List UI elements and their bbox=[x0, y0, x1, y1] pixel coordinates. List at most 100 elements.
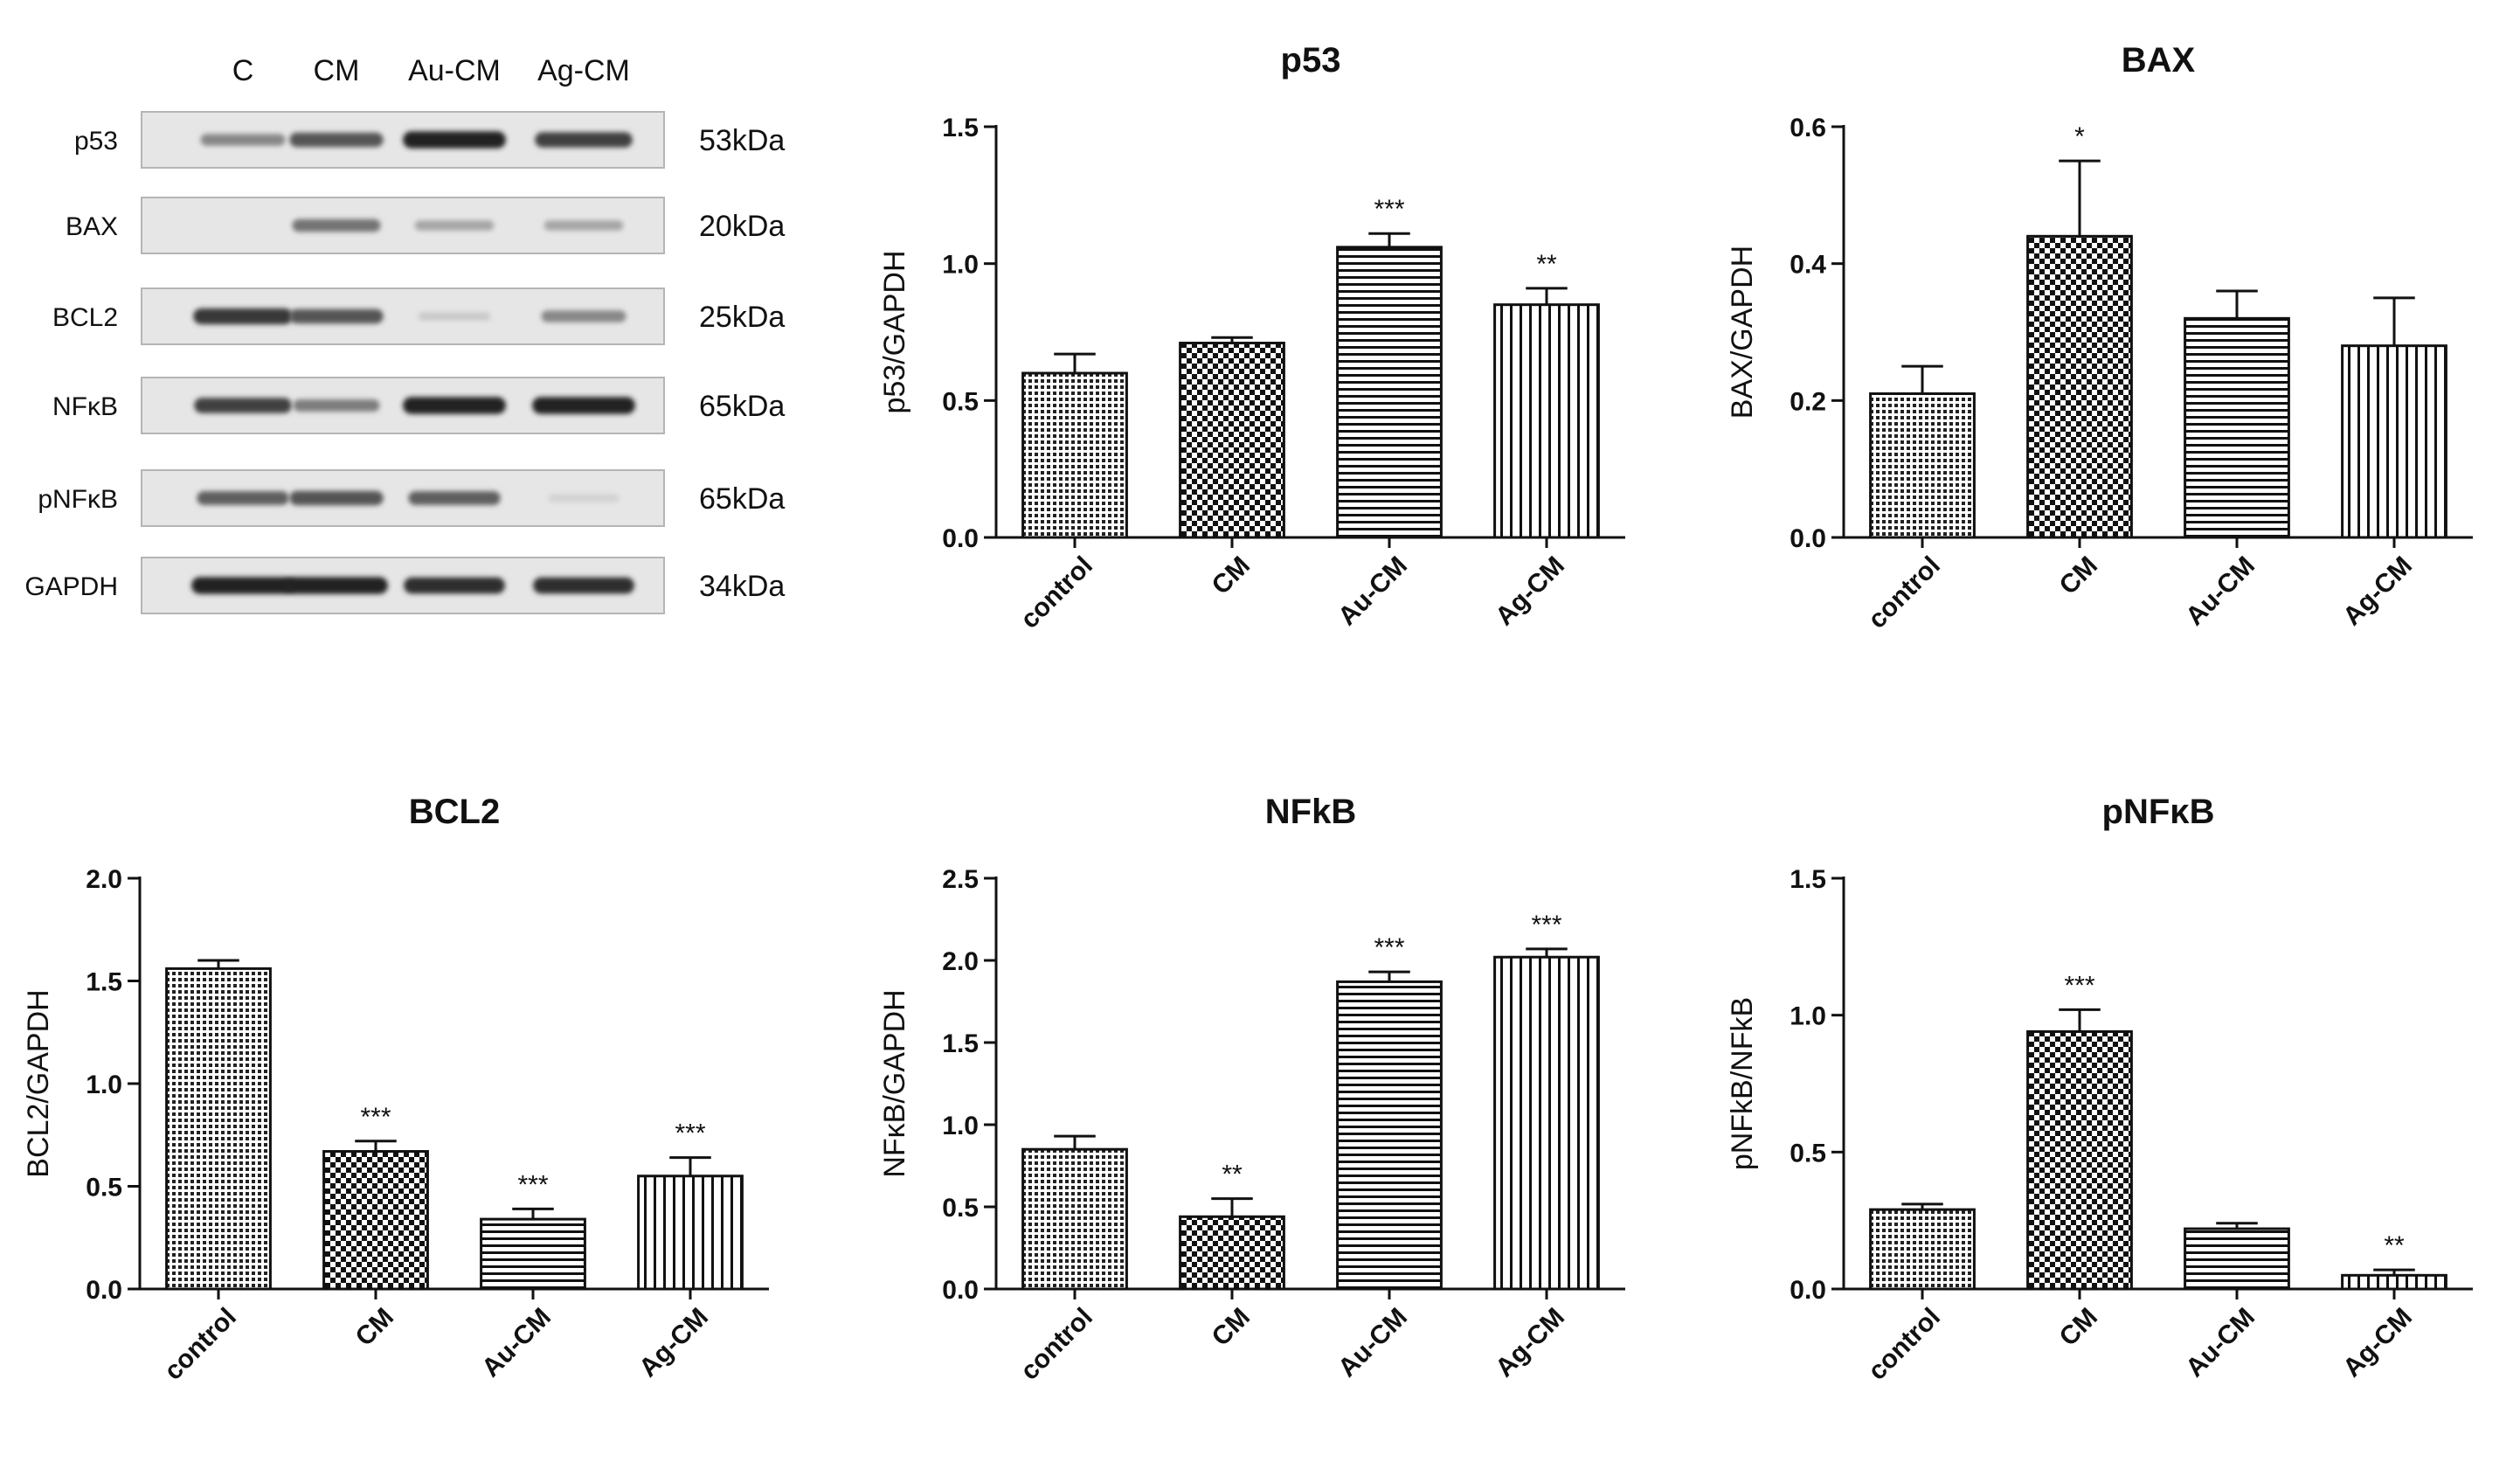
bar-control bbox=[1869, 1208, 1976, 1291]
band-bcl2-cm bbox=[289, 308, 384, 324]
bar-cm bbox=[1179, 1215, 1285, 1291]
band-nf-b-cm bbox=[293, 399, 380, 412]
bar-au-cm bbox=[480, 1217, 586, 1291]
x-tick-label-au-cm: Au-CM bbox=[2180, 551, 2260, 632]
chart-title: p53 bbox=[1281, 41, 1341, 80]
band-p53-au-cm bbox=[403, 131, 506, 149]
x-tick-label-cm: CM bbox=[2054, 551, 2103, 600]
y-tick-label: 2.0 bbox=[942, 947, 979, 976]
bcl2-bar-chart: BCL2 BCL2/GAPDH 0.0 0.5 1.0 1.5 2.0 control *** C… bbox=[22, 793, 769, 1386]
significance-label-cm: *** bbox=[360, 1103, 391, 1132]
x-tick-label-au-cm: Au-CM bbox=[2180, 1303, 2260, 1383]
band-nf-b-ag-cm bbox=[532, 397, 635, 414]
x-tick-label-cm: CM bbox=[1207, 1303, 1256, 1352]
y-tick-label: 1.5 bbox=[1790, 865, 1826, 894]
x-tick-label-control: control bbox=[1015, 1303, 1098, 1386]
size-label-gapdh: 34kDa bbox=[699, 570, 785, 603]
band-p53-cm bbox=[289, 132, 384, 148]
y-axis-label: BAX/GAPDH bbox=[1726, 246, 1759, 419]
band-gapdh-c bbox=[191, 577, 294, 594]
size-label-nf-b: 65kDa bbox=[699, 390, 785, 423]
protein-label-pnf-b: pNFκB bbox=[38, 485, 118, 514]
y-axis-label: pNFkB/NFkB bbox=[1726, 997, 1759, 1170]
bar-control bbox=[1021, 371, 1128, 539]
bar-ag-cm bbox=[2341, 1273, 2447, 1291]
bar-control bbox=[165, 967, 272, 1291]
lane-label-c: C bbox=[232, 54, 254, 87]
significance-label-au-cm: *** bbox=[1374, 195, 1404, 224]
size-label-pnf-b: 65kDa bbox=[699, 482, 785, 516]
y-tick-label: 1.5 bbox=[942, 114, 979, 142]
band-bcl2-c bbox=[193, 308, 293, 325]
protein-label-bax: BAX bbox=[66, 212, 118, 241]
protein-label-p53: p53 bbox=[74, 127, 118, 156]
significance-label-cm: ** bbox=[1222, 1161, 1243, 1189]
band-bax-ag-cm bbox=[543, 220, 624, 231]
band-pnf-b-ag-cm bbox=[548, 494, 620, 502]
band-pnf-b-cm bbox=[289, 490, 384, 506]
bar-cm bbox=[1179, 342, 1285, 539]
band-pnf-b-c bbox=[197, 491, 289, 505]
significance-label-au-cm: *** bbox=[1374, 933, 1404, 962]
bar-ag-cm bbox=[2341, 344, 2447, 539]
lane-label-ag-cm: Ag-CM bbox=[537, 54, 630, 87]
x-tick-label-control: control bbox=[1863, 551, 1946, 634]
p53-bar-chart: p53 p53/GAPDH 0.0 0.5 1.0 1.5 control CM *** Au-C… bbox=[878, 41, 1625, 634]
y-axis-label: BCL2/GAPDH bbox=[22, 989, 55, 1177]
y-tick-label: 0.5 bbox=[86, 1174, 122, 1202]
bax-bar-chart: BAX BAX/GAPDH 0.0 0.2 0.4 0.6 control * CM Au-CM A… bbox=[1726, 41, 2473, 634]
band-gapdh-au-cm bbox=[404, 577, 505, 594]
band-nf-b-c bbox=[194, 398, 292, 413]
bar-au-cm bbox=[1336, 980, 1443, 1291]
significance-label-ag-cm: ** bbox=[1536, 250, 1557, 279]
y-tick-label: 0.0 bbox=[1790, 524, 1826, 553]
y-tick-label: 0.5 bbox=[1790, 1139, 1826, 1168]
nfkb-bar-chart: NFkB NFκB/GAPDH 0.0 0.5 1.0 1.5 2.0 2.5 control *… bbox=[878, 793, 1625, 1386]
x-tick-label-ag-cm: Ag-CM bbox=[633, 1303, 714, 1383]
y-tick-label: 1.5 bbox=[86, 968, 122, 997]
band-gapdh-cm bbox=[285, 577, 388, 594]
bar-au-cm bbox=[1336, 246, 1443, 539]
y-tick-label: 0.0 bbox=[942, 524, 979, 553]
y-tick-label: 0.6 bbox=[1790, 114, 1826, 142]
x-tick-label-ag-cm: Ag-CM bbox=[2337, 551, 2418, 632]
bar-cm bbox=[322, 1150, 429, 1291]
x-tick-label-cm: CM bbox=[350, 1303, 399, 1352]
significance-label-ag-cm: ** bbox=[2384, 1231, 2405, 1260]
band-bcl2-au-cm bbox=[418, 312, 491, 321]
pnfkb-bar-chart: pNFκB pNFkB/NFkB 0.0 0.5 1.0 1.5 control *** CM A… bbox=[1726, 793, 2473, 1386]
protein-label-gapdh: GAPDH bbox=[24, 572, 118, 601]
bar-cm bbox=[2026, 1029, 2133, 1291]
band-nf-b-au-cm bbox=[403, 397, 506, 414]
chart-title: NFkB bbox=[1265, 793, 1356, 831]
band-p53-ag-cm bbox=[535, 132, 633, 148]
x-tick-label-control: control bbox=[1015, 551, 1098, 634]
band-bax-cm bbox=[292, 218, 381, 232]
size-label-bax: 20kDa bbox=[699, 210, 785, 243]
y-tick-label: 1.5 bbox=[942, 1029, 979, 1058]
x-tick-label-au-cm: Au-CM bbox=[1333, 1303, 1413, 1383]
band-p53-c bbox=[200, 134, 286, 146]
x-tick-label-cm: CM bbox=[1207, 551, 1256, 600]
x-tick-label-control: control bbox=[159, 1303, 242, 1386]
size-label-p53: 53kDa bbox=[699, 124, 785, 157]
chart-title: pNFκB bbox=[2102, 793, 2215, 831]
x-tick-label-ag-cm: Ag-CM bbox=[1490, 1303, 1570, 1383]
x-tick-label-au-cm: Au-CM bbox=[1333, 551, 1413, 632]
bar-ag-cm bbox=[1493, 303, 1600, 539]
bar-au-cm bbox=[2184, 316, 2290, 539]
x-tick-label-control: control bbox=[1863, 1303, 1946, 1386]
band-bax-au-cm bbox=[414, 220, 495, 231]
x-tick-label-ag-cm: Ag-CM bbox=[2337, 1303, 2418, 1383]
y-axis-label: p53/GAPDH bbox=[878, 250, 911, 413]
significance-label-au-cm: *** bbox=[517, 1170, 548, 1199]
bar-control bbox=[1869, 392, 1976, 539]
y-tick-label: 1.0 bbox=[86, 1071, 122, 1099]
y-tick-label: 0.0 bbox=[86, 1276, 122, 1305]
band-pnf-b-au-cm bbox=[408, 491, 501, 505]
bar-ag-cm bbox=[1493, 955, 1600, 1291]
y-tick-label: 1.0 bbox=[942, 251, 979, 280]
y-tick-label: 0.2 bbox=[1790, 387, 1826, 416]
lane-label-cm: CM bbox=[314, 54, 360, 87]
x-tick-label-au-cm: Au-CM bbox=[476, 1303, 557, 1383]
